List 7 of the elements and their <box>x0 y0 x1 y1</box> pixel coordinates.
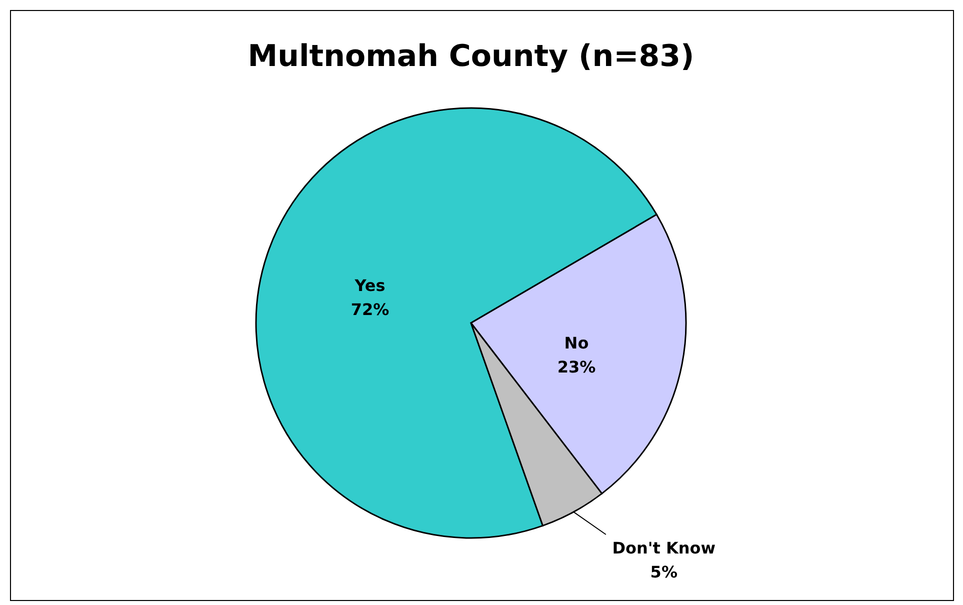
data-label: 72% <box>350 300 390 320</box>
data-label: 23% <box>557 358 596 377</box>
data-label: 5% <box>650 562 678 582</box>
chart-title: Multnomah County (n=83) <box>248 39 694 74</box>
slice-label: Don't Know <box>612 538 716 558</box>
slice-label: No <box>564 334 589 353</box>
slice-label: Yes <box>354 276 386 296</box>
